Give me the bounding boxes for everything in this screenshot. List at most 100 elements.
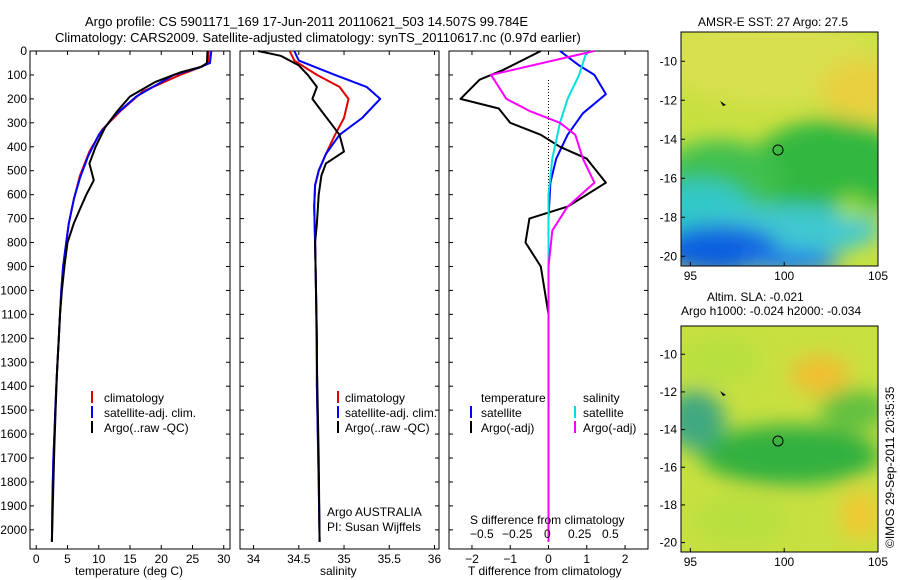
y-tick-label: 2000 (0, 523, 27, 537)
series-line-satellite-adj-clim- (50, 50, 213, 542)
map-x-tick-label: 105 (868, 269, 888, 283)
diff-legend-s-satellite: satellite (583, 406, 624, 420)
temperature-legend: climatology satellite-adj. clim. Argo(..… (91, 391, 196, 435)
x-tick-label: 2 (622, 552, 629, 566)
x-tick-label: 5 (64, 552, 71, 566)
y-tick-label: 1800 (0, 475, 27, 489)
map-x-tick-label: 100 (774, 269, 794, 283)
x-tick-label: 35 (337, 552, 351, 566)
s-tick: 0.5 (602, 527, 619, 541)
x-tick-label: 0 (545, 552, 552, 566)
s-tick: 0.25 (568, 527, 592, 541)
imos-credit: ©IMOS 29-Sep-2011 20:35:35 (883, 386, 897, 548)
profile-lines (50, 50, 607, 542)
diff-legend-salinity: salinity (583, 391, 620, 405)
x-tick-label: −1 (503, 552, 517, 566)
sst-map-frame (680, 31, 879, 267)
pi-note: PI: Susan Wijffels (327, 520, 421, 534)
map-x-tick-label: 105 (868, 555, 888, 569)
y-tick-label: 1200 (0, 331, 27, 345)
sal-legend-climatology: climatology (345, 391, 405, 405)
y-tick-label: 400 (7, 140, 27, 154)
s-tick: −0.25 (502, 527, 533, 541)
s-tick: 0 (544, 527, 551, 541)
diff-legend-temperature: temperature (481, 391, 546, 405)
salinity-legend: climatology satellite-adj. clim. Argo(..… (337, 391, 437, 435)
argo-australia-note: Argo AUSTRALIA (327, 505, 422, 519)
y-tick-label: 900 (7, 259, 27, 273)
y-tick-label: 1000 (0, 283, 27, 297)
x-tick-label: 35.5 (378, 552, 402, 566)
map-y-tick-label: -20 (660, 249, 678, 263)
series-line-salinity-satellite (547, 50, 588, 542)
series-line-argo-raw-qc- (50, 50, 209, 542)
sst-heatmap (681, 32, 878, 266)
y-tick-label: 600 (7, 188, 27, 202)
x-tick-label: 25 (186, 552, 200, 566)
x-tick-label: 1 (583, 552, 590, 566)
map-y-tick-label: -12 (660, 385, 678, 399)
s-difference-ticks: −0.5 −0.25 0 0.25 0.5 (470, 527, 619, 541)
sal-legend-satellite: satellite-adj. clim. (345, 406, 437, 420)
series-line-satellite-adj-clim- (293, 50, 382, 542)
x-tick-label: 34.5 (287, 552, 311, 566)
temperature-xlabel: temperature (deg C) (75, 564, 183, 578)
map-y-tick-label: -10 (660, 54, 678, 68)
y-tick-label: 1400 (0, 379, 27, 393)
y-tick-label: 1700 (0, 451, 27, 465)
salinity-xlabel: salinity (320, 564, 357, 578)
map-y-tick-label: -18 (660, 498, 678, 512)
sst-map-title: AMSR-E SST: 27 Argo: 27.5 (698, 15, 848, 29)
temp-legend-satellite: satellite-adj. clim. (104, 406, 196, 420)
y-tick-label: 800 (7, 236, 27, 250)
map-y-tick-label: -14 (660, 423, 678, 437)
title-line1: Argo profile: CS 5901171_169 17-Jun-2011… (85, 14, 528, 29)
y-tick-label: 500 (7, 164, 27, 178)
sal-legend-argo: Argo(..raw -QC) (345, 421, 430, 435)
y-tick-label: 300 (7, 116, 27, 130)
y-tick-label: 700 (7, 212, 27, 226)
sst-track-marker (720, 101, 726, 106)
map-y-tick-label: -16 (660, 460, 678, 474)
diff-legend-t-satellite: satellite (481, 406, 522, 420)
sla-heatmap (681, 326, 878, 552)
sst-argo-marker (772, 144, 784, 156)
s-tick: −0.5 (470, 527, 494, 541)
series-line-temperature-argo-adj- (459, 50, 607, 542)
temp-legend-climatology: climatology (104, 391, 164, 405)
salinity-axes (239, 50, 440, 550)
x-tick-label: 10 (92, 552, 106, 566)
t-difference-xlabel: T difference from climatology (468, 564, 622, 578)
map-y-tick-label: -20 (660, 536, 678, 550)
x-tick-label: −2 (465, 552, 479, 566)
x-tick-label: 34 (247, 552, 261, 566)
map-y-tick-label: -16 (660, 171, 678, 185)
sla-map-subtitle: Argo h1000: -0.024 h2000: -0.034 (681, 304, 861, 318)
sla-map-title: Altim. SLA: -0.021 (707, 290, 804, 304)
diff-legend-s-argo: Argo(-adj) (583, 421, 636, 435)
map-y-tick-label: -14 (660, 132, 678, 146)
y-tick-label: 1300 (0, 355, 27, 369)
y-tick-label: 1900 (0, 499, 27, 513)
map-x-tick-label: 95 (684, 555, 698, 569)
x-tick-label: 15 (123, 552, 137, 566)
x-tick-label: 36 (428, 552, 442, 566)
map-x-tick-label: 95 (684, 269, 698, 283)
y-tick-label: 200 (7, 92, 27, 106)
y-tick-label: 1100 (1, 307, 27, 321)
y-tick-label: 0 (20, 44, 27, 58)
map-y-tick-label: -12 (660, 93, 678, 107)
map-y-tick-label: -10 (660, 347, 678, 361)
map-x-tick-label: 100 (774, 555, 794, 569)
sla-map-frame (680, 325, 879, 553)
y-tick-label: 1500 (0, 403, 27, 417)
map-y-tick-label: -18 (660, 210, 678, 224)
title-line2: Climatology: CARS2009. Satellite-adjuste… (55, 30, 581, 45)
series-line-climatology (50, 50, 210, 542)
temp-legend-argo: Argo(..raw -QC) (104, 421, 189, 435)
series-line-temperature-satellite (547, 50, 607, 542)
series-line-argo-raw-qc- (257, 50, 345, 542)
difference-legend: temperature satellite Argo(-adj) salinit… (470, 391, 636, 435)
sla-track-marker (720, 391, 726, 396)
